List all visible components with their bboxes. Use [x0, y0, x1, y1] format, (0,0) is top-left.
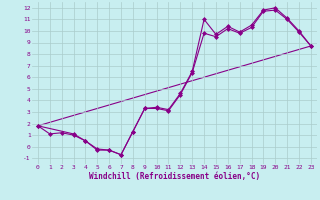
X-axis label: Windchill (Refroidissement éolien,°C): Windchill (Refroidissement éolien,°C): [89, 172, 260, 181]
